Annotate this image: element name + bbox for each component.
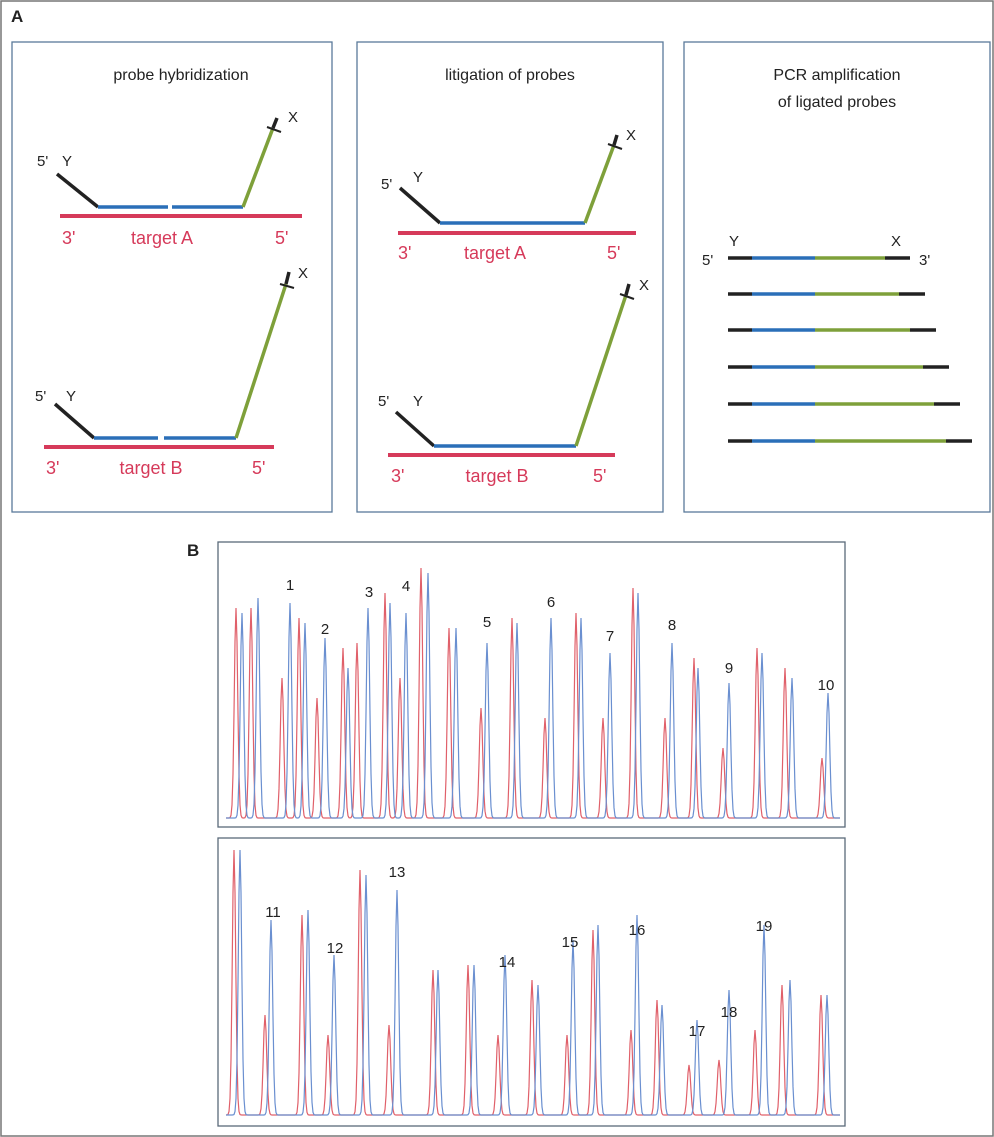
panel-ligation-box (356, 41, 664, 513)
target-label: target A (464, 243, 526, 263)
probe-x-tag: X (639, 277, 649, 294)
probe-x-tip (612, 134, 619, 146)
peak-label: 8 (668, 617, 676, 634)
target-5-prime: 5' (607, 243, 620, 263)
probe-x-tag: X (626, 127, 636, 144)
peak-label: 4 (402, 578, 410, 595)
trace-blue (226, 572, 840, 819)
panel-pcr-title-line1: PCR amplification (773, 67, 900, 84)
target-3-prime: 3' (62, 228, 75, 248)
panel-hybridization-title: probe hybridization (113, 67, 248, 84)
peak-label: 18 (721, 1004, 738, 1021)
panel-ligation-title: litigation of probes (445, 67, 575, 84)
peak-label: 5 (483, 614, 491, 631)
peak-label: 10 (818, 677, 835, 694)
electropherogram-bottom-traces (225, 849, 840, 1116)
tick-mark (279, 283, 295, 289)
peak-label: 9 (725, 660, 733, 677)
peak-label: 16 (629, 922, 646, 939)
pcr-x-tag: X (891, 233, 901, 250)
probe-x-arm (241, 127, 275, 208)
peak-label: 2 (321, 621, 329, 638)
panel-hybridization-box (11, 41, 333, 513)
peak-label: 15 (562, 934, 579, 951)
peak-label: 12 (327, 940, 344, 957)
pcr-5-prime: 5' (702, 252, 713, 269)
panel-pcr: PCR amplification of ligated probes 5' Y… (683, 41, 991, 513)
probe-y-tag: Y (66, 388, 76, 405)
target-3-prime: 3' (398, 243, 411, 263)
pcr-y-tag: Y (729, 233, 739, 250)
probe-5-prime: 5' (381, 176, 392, 193)
target-label: target B (119, 458, 182, 478)
probe-y-primer (394, 410, 436, 448)
tick-mark (607, 143, 623, 150)
probe-5-prime: 5' (35, 388, 46, 405)
peak-label: 19 (756, 918, 773, 935)
target-3-prime: 3' (391, 466, 404, 486)
probe-y-primer (55, 172, 100, 209)
peak-label: 1 (286, 577, 294, 594)
probe-x-arm (574, 294, 628, 447)
pcr-3-prime: 3' (919, 252, 930, 269)
peak-label: 7 (606, 628, 614, 645)
panel-pcr-box (683, 41, 991, 513)
probe-y-primer (53, 402, 96, 440)
tick-mark (266, 126, 282, 133)
probe-x-tip (624, 283, 631, 296)
probe-5-prime: 5' (37, 153, 48, 170)
trace-blue (226, 849, 840, 1116)
electropherogram-bottom: 11 12 13 14 15 16 17 18 19 (217, 837, 846, 1127)
probe-y-primer (398, 186, 442, 225)
electropherogram-top: 1 2 3 4 5 6 7 8 9 10 (217, 541, 846, 828)
peak-label: 14 (499, 954, 516, 971)
peak-label: 6 (547, 594, 555, 611)
probe-x-tip (284, 271, 291, 285)
hybridization-target-b: 5' Y X 3' target B 5' (35, 265, 308, 478)
probe-y-tag: Y (413, 169, 423, 186)
hybridization-target-a: 5' Y X 3' target A 5' (37, 109, 302, 248)
peak-label: 17 (689, 1023, 706, 1040)
panel-label-b: B (187, 541, 199, 560)
panel-hybridization: probe hybridization 5' Y X 3' target A 5… (11, 41, 333, 513)
electropherogram-top-box (217, 541, 846, 828)
electropherogram-top-traces (226, 567, 840, 819)
target-5-prime: 5' (252, 458, 265, 478)
target-label: target A (131, 228, 193, 248)
probe-y-tag: Y (413, 393, 423, 410)
target-label: target B (465, 466, 528, 486)
target-5-prime: 5' (275, 228, 288, 248)
probe-x-tag: X (288, 109, 298, 126)
probe-5-prime: 5' (378, 393, 389, 410)
peak-label: 3 (365, 584, 373, 601)
ligation-target-b: 5' Y X 3' target B 5' (378, 277, 649, 486)
probe-x-arm (234, 283, 288, 439)
panel-pcr-title-line2: of ligated probes (778, 94, 896, 111)
tick-mark (619, 293, 635, 300)
probe-x-tip (271, 117, 279, 129)
peak-label: 11 (265, 904, 281, 921)
probe-x-tag: X (298, 265, 308, 282)
probe-y-tag: Y (62, 153, 72, 170)
peak-label: 13 (389, 864, 406, 881)
ligation-target-a: 5' Y X 3' target A 5' (381, 127, 636, 263)
panel-ligation: litigation of probes 5' Y X 3' target A … (356, 41, 664, 513)
probe-x-arm (583, 144, 616, 224)
target-3-prime: 3' (46, 458, 59, 478)
target-5-prime: 5' (593, 466, 606, 486)
panel-label-a: A (11, 7, 23, 26)
